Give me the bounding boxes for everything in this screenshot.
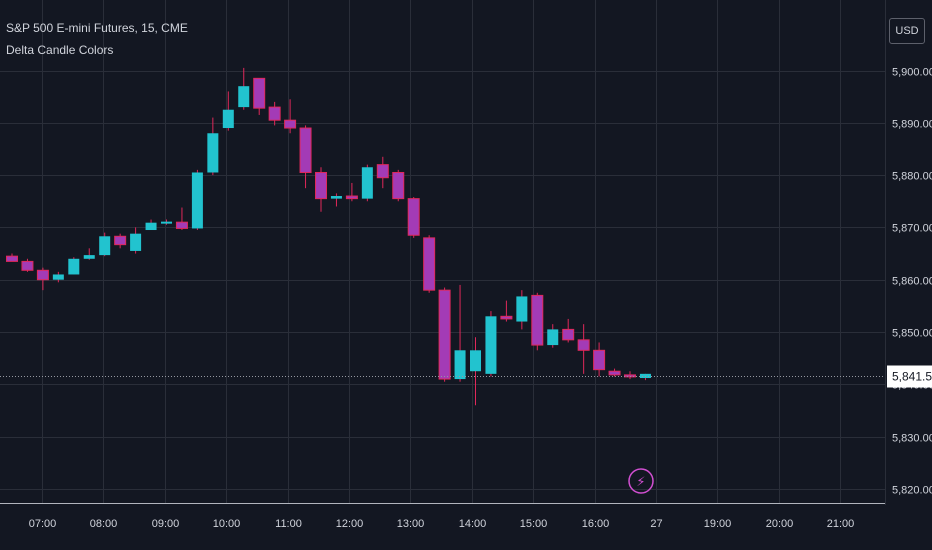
bull-candle-body: [191, 172, 203, 229]
bull-candle-body: [145, 222, 157, 231]
lightning-icon: ⚡: [636, 475, 645, 490]
price-tick-label: 5,870.00: [892, 223, 932, 235]
time-tick-label: 09:00: [152, 518, 180, 530]
bear-candle-body: [423, 237, 436, 291]
time-tick-label: 11:00: [275, 518, 302, 530]
bear-candle-body: [299, 127, 312, 173]
bull-candle-body: [547, 329, 559, 346]
last-price-label: 5,841.50: [892, 370, 932, 384]
bear-candle-body: [593, 349, 606, 371]
bear-candle-body: [268, 106, 281, 121]
bear-candle-body: [253, 77, 266, 109]
last-price-tag: 5,841.50: [887, 365, 932, 388]
indicator-title[interactable]: Delta Candle Colors: [6, 43, 114, 57]
bear-candle-body: [175, 221, 188, 229]
price-tick-label: 5,900.00: [892, 67, 932, 79]
time-tick-label: 20:00: [766, 518, 794, 530]
bull-candle-body: [99, 236, 111, 256]
bull-candle-body: [161, 221, 172, 224]
bull-candle-body: [485, 316, 497, 374]
bull-candle-body: [83, 255, 95, 259]
time-tick-label: 13:00: [397, 518, 425, 530]
bull-candle-body: [207, 133, 219, 173]
time-tick-label: 12:00: [336, 518, 364, 530]
bear-candle-body: [608, 370, 621, 376]
time-tick-label: 07:00: [29, 518, 57, 530]
bull-candle-body: [130, 233, 142, 251]
price-tick-label: 5,830.00: [892, 433, 932, 445]
time-tick-label: 10:00: [213, 518, 241, 530]
last-price-tag-box: [887, 365, 932, 388]
bull-candle-body: [516, 296, 528, 322]
price-tick-label: 5,860.00: [892, 276, 932, 288]
bull-candle-body: [454, 350, 466, 380]
bear-candle-body: [36, 269, 49, 281]
bear-candle-body: [392, 171, 405, 200]
bear-candle-body: [562, 328, 575, 341]
time-axis[interactable]: 07:00 08:00 09:00 10:00 11:00 12:00 13:00 14:00…: [29, 518, 855, 530]
bear-candle-body: [407, 198, 420, 236]
time-tick-label: 14:00: [459, 518, 487, 530]
bull-candle-body: [52, 274, 64, 280]
bull-candle-body: [470, 350, 481, 372]
bull-candle-body: [639, 373, 651, 379]
bear-candle-body: [500, 315, 513, 320]
bear-candle-body: [315, 171, 327, 200]
price-tick-label: 5,880.00: [892, 171, 932, 183]
candles: [6, 67, 651, 406]
time-tick-label: 16:00: [582, 518, 610, 530]
time-tick-label: 19:00: [704, 518, 732, 530]
price-tick-label: 5,820.00: [892, 485, 932, 497]
event-marker-circle: [628, 468, 654, 494]
currency-button[interactable]: USD: [889, 18, 925, 44]
time-tick-label: 27: [650, 518, 662, 530]
bull-candle-body: [238, 86, 250, 108]
price-tick-label: 5,850.00: [892, 328, 932, 340]
bear-candle-body: [531, 294, 544, 346]
event-marker[interactable]: ⚡: [628, 468, 654, 494]
bear-candle-body: [114, 235, 127, 246]
bull-candle-body: [222, 109, 234, 129]
price-tick-label: 5,890.00: [892, 119, 932, 131]
time-tick-label: 15:00: [520, 518, 548, 530]
bear-candle-body: [284, 119, 297, 129]
bear-candle-body: [376, 164, 389, 179]
chart-legend: S&P 500 E-mini Futures, 15, CME Delta Ca…: [6, 22, 188, 60]
bull-candle-body: [361, 167, 373, 199]
time-tick-label: 08:00: [90, 518, 118, 530]
bear-candle-body: [21, 260, 34, 271]
bear-candle-body: [6, 255, 18, 262]
bull-candle-body: [330, 196, 342, 199]
bear-candle-body: [438, 289, 451, 380]
bear-candle-body: [345, 195, 358, 200]
bull-candle-body: [68, 258, 80, 275]
time-tick-label: 21:00: [827, 518, 855, 530]
symbol-title[interactable]: S&P 500 E-mini Futures, 15, CME: [6, 21, 188, 35]
bear-candle-body: [577, 339, 590, 351]
